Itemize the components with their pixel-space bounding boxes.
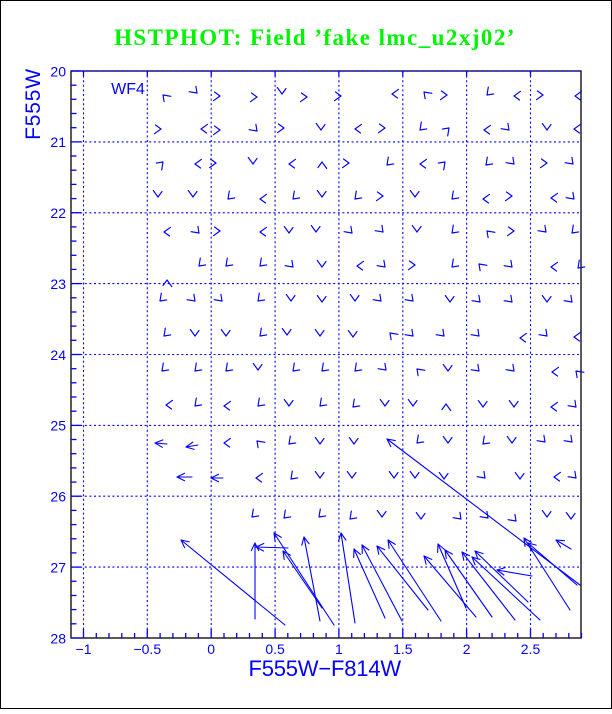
svg-text:2: 2 — [463, 641, 471, 657]
svg-text:1: 1 — [335, 641, 343, 657]
svg-text:28: 28 — [50, 630, 66, 646]
svg-text:22: 22 — [50, 205, 66, 221]
svg-text:−1: −1 — [76, 641, 92, 657]
svg-text:HSTPHOT: Field ’fake lmc_u2xj0: HSTPHOT: Field ’fake lmc_u2xj02’ — [114, 25, 516, 50]
svg-text:0.5: 0.5 — [265, 641, 285, 657]
svg-text:26: 26 — [50, 489, 66, 505]
svg-text:25: 25 — [50, 418, 66, 434]
svg-text:F555W: F555W — [22, 68, 45, 140]
svg-text:2.5: 2.5 — [521, 641, 541, 657]
svg-text:23: 23 — [50, 276, 66, 292]
svg-text:20: 20 — [50, 63, 66, 79]
svg-text:1.5: 1.5 — [393, 641, 413, 657]
svg-text:27: 27 — [50, 559, 66, 575]
svg-text:21: 21 — [50, 134, 66, 150]
svg-text:F555W−F814W: F555W−F814W — [248, 656, 401, 681]
svg-text:−0.5: −0.5 — [133, 641, 161, 657]
svg-text:0: 0 — [207, 641, 215, 657]
svg-text:WF4: WF4 — [111, 81, 145, 98]
svg-text:24: 24 — [50, 347, 66, 363]
